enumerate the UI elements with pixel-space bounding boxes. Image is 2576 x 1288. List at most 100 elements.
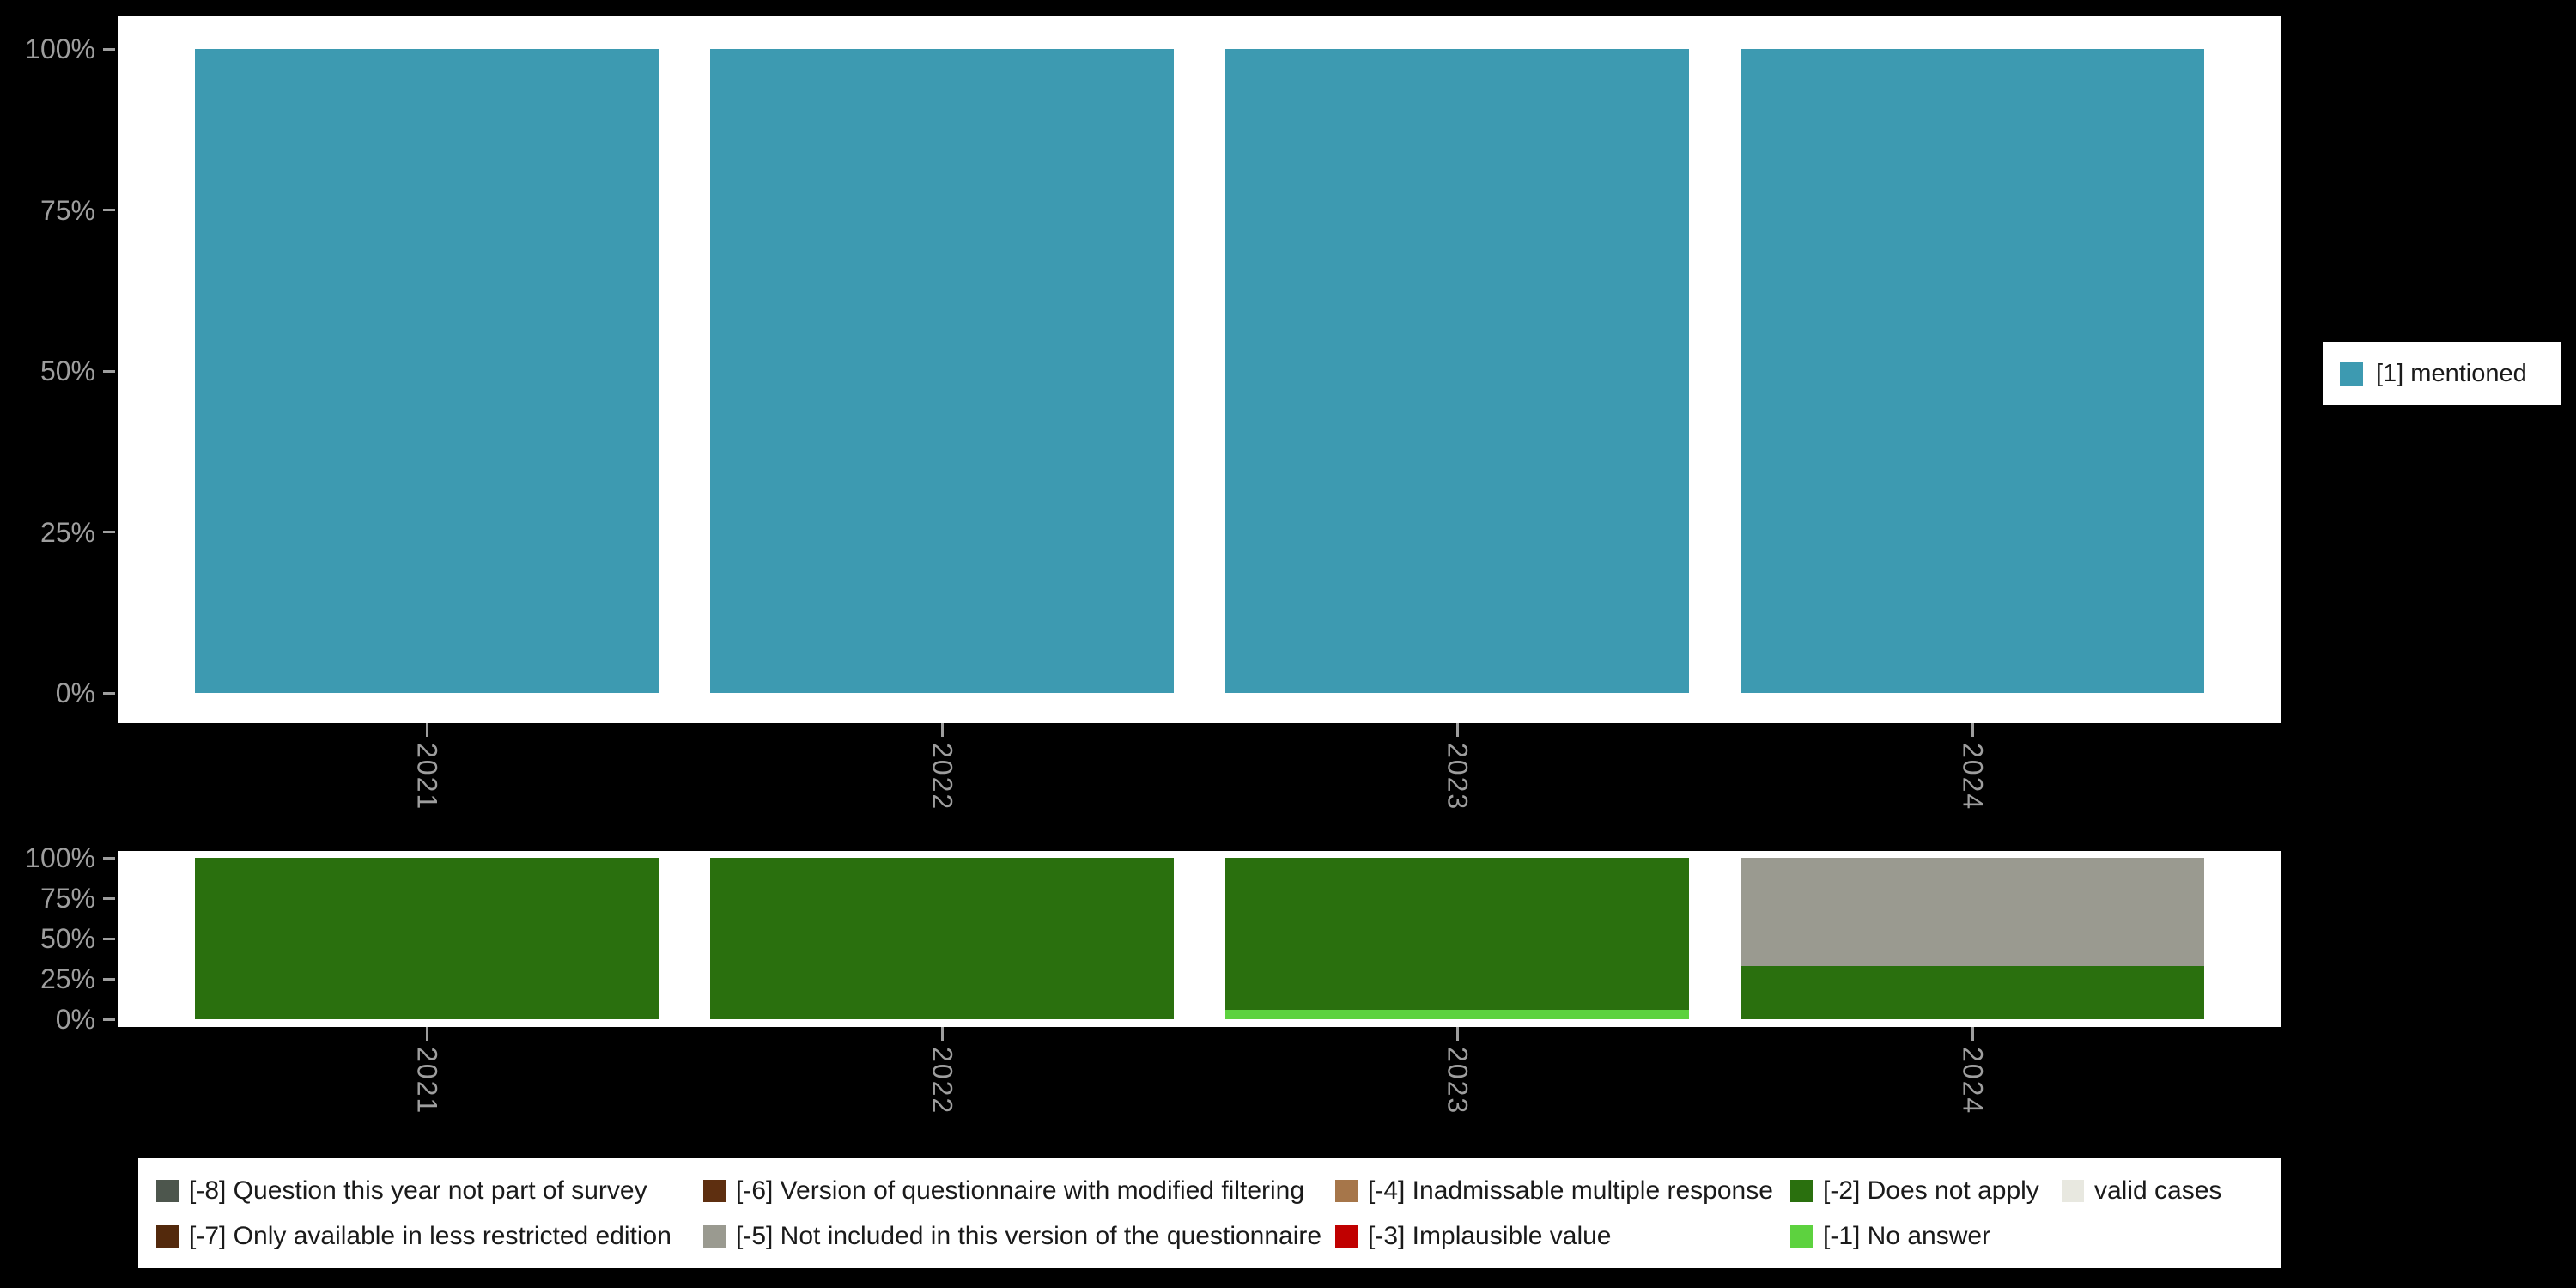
legend-label: [-4] Inadmissable multiple response xyxy=(1368,1176,1773,1205)
mentioned-chart-x-axis: 2021 2022 2023 2024 xyxy=(169,723,2230,843)
x-tick-label: 2024 xyxy=(1957,743,1989,811)
bar-2023 xyxy=(1200,858,1715,1019)
y-tick: 50% xyxy=(40,357,115,385)
legend-item: [-2] Does not apply xyxy=(1790,1175,2039,1207)
bar-segment xyxy=(1741,965,2204,1019)
bar-2022 xyxy=(684,858,1200,1019)
y-tick: 25% xyxy=(40,965,115,993)
bar-2021-stack xyxy=(195,858,659,1019)
y-tick-mark xyxy=(103,977,115,981)
bar-segment xyxy=(195,858,659,1019)
legend-label: [-5] Not included in this version of the… xyxy=(736,1222,1322,1250)
bar-2021 xyxy=(169,858,684,1019)
legend-key xyxy=(1790,1225,1813,1248)
y-tick: 50% xyxy=(40,925,115,952)
y-tick: 100% xyxy=(25,35,115,63)
bar-segment xyxy=(1225,1009,1689,1019)
y-tick-label: 25% xyxy=(39,963,95,994)
y-tick-label: 50% xyxy=(39,923,95,954)
missing-values-chart-x-axis: 2021 2022 2023 2024 xyxy=(169,1027,2230,1147)
bar-2021-stack xyxy=(195,49,659,693)
legend-item: [-3] Implausible value xyxy=(1335,1220,1611,1253)
bar-2022-stack xyxy=(710,858,1174,1019)
x-tick-mark xyxy=(940,1027,944,1041)
x-tick-mark xyxy=(1971,723,1974,737)
legend-key xyxy=(703,1180,726,1202)
bar-2023-stack xyxy=(1225,49,1689,693)
legend-key xyxy=(1335,1225,1358,1248)
bar-2023 xyxy=(1200,49,1715,693)
x-tick-mark xyxy=(1455,723,1459,737)
y-tick-label: 50% xyxy=(39,355,95,386)
y-tick-label: 25% xyxy=(39,516,95,548)
missing-values-chart-plot xyxy=(169,858,2230,1019)
y-tick: 75% xyxy=(40,884,115,912)
bar-segment xyxy=(1225,49,1689,693)
y-tick-mark xyxy=(103,856,115,860)
y-tick-label: 100% xyxy=(25,842,95,873)
x-tick-2023: 2023 xyxy=(1200,1027,1715,1147)
legend-label: [-7] Only available in less restricted e… xyxy=(189,1222,671,1250)
x-tick-label: 2021 xyxy=(411,1047,443,1115)
mentioned-chart-y-axis: 100% 75% 50% 25% 0% xyxy=(0,35,115,707)
x-tick-label: 2022 xyxy=(927,1047,958,1115)
mentioned-chart-panel xyxy=(118,16,2281,723)
legend-key xyxy=(2062,1180,2084,1202)
bar-2022 xyxy=(684,49,1200,693)
y-tick-mark xyxy=(103,896,115,900)
legend-key xyxy=(156,1180,179,1202)
x-tick-mark xyxy=(1455,1027,1459,1041)
legend-item: valid cases xyxy=(2062,1175,2221,1207)
y-tick-mark xyxy=(103,1018,115,1021)
x-tick-2021: 2021 xyxy=(169,1027,684,1147)
y-tick-mark xyxy=(103,369,115,373)
legend-key xyxy=(703,1225,726,1248)
legend-label: [-2] Does not apply xyxy=(1823,1176,2039,1205)
legend-item: [-1] No answer xyxy=(1790,1220,1990,1253)
bar-segment xyxy=(195,49,659,693)
legend-label-mentioned: [1] mentioned xyxy=(2376,359,2527,387)
legend-item: [-5] Not included in this version of the… xyxy=(703,1220,1321,1253)
legend-label: [-6] Version of questionnaire with modif… xyxy=(736,1176,1305,1205)
x-tick-2022: 2022 xyxy=(684,1027,1200,1147)
legend-key-mentioned xyxy=(2340,361,2363,386)
mentioned-legend: [1] mentioned xyxy=(2323,342,2561,405)
missing-values-chart-y-axis: 100% 75% 50% 25% 0% xyxy=(0,844,115,1033)
x-tick-label: 2023 xyxy=(1442,1047,1473,1115)
bar-2024 xyxy=(1715,49,2230,693)
legend-label: [-8] Question this year not part of surv… xyxy=(189,1176,647,1205)
legend-label: valid cases xyxy=(2094,1176,2222,1205)
legend-key xyxy=(1790,1180,1813,1202)
x-tick-mark xyxy=(425,723,428,737)
x-tick-label: 2021 xyxy=(411,743,443,811)
bar-2022-stack xyxy=(710,49,1174,693)
bar-2024 xyxy=(1715,858,2230,1019)
x-tick-mark xyxy=(1971,1027,1974,1041)
legend-key xyxy=(1335,1180,1358,1202)
bar-segment xyxy=(1225,858,1689,1010)
y-tick-mark xyxy=(103,937,115,940)
bar-segment xyxy=(1741,858,2204,966)
y-tick: 0% xyxy=(56,1005,115,1033)
missing-values-chart-panel xyxy=(118,851,2281,1027)
legend-item: [-6] Version of questionnaire with modif… xyxy=(703,1175,1304,1207)
legend-label: [-1] No answer xyxy=(1823,1222,1991,1250)
missing-values-legend: [-8] Question this year not part of surv… xyxy=(138,1158,2281,1268)
x-tick-mark xyxy=(940,723,944,737)
y-tick: 75% xyxy=(40,197,115,224)
y-tick-mark xyxy=(103,691,115,695)
legend-item: [-7] Only available in less restricted e… xyxy=(156,1220,671,1253)
x-tick-2022: 2022 xyxy=(684,723,1200,843)
y-tick-mark xyxy=(103,209,115,211)
y-tick-label: 75% xyxy=(39,883,95,914)
y-tick-mark xyxy=(103,47,115,51)
y-tick-label: 0% xyxy=(55,1004,95,1035)
y-tick: 100% xyxy=(25,844,115,872)
y-tick: 0% xyxy=(56,679,115,707)
mentioned-chart-plot xyxy=(169,49,2230,693)
bar-segment xyxy=(710,49,1174,693)
x-tick-2024: 2024 xyxy=(1715,1027,2230,1147)
legend-item: [-4] Inadmissable multiple response xyxy=(1335,1175,1773,1207)
legend-item: [-8] Question this year not part of surv… xyxy=(156,1175,647,1207)
x-tick-2021: 2021 xyxy=(169,723,684,843)
